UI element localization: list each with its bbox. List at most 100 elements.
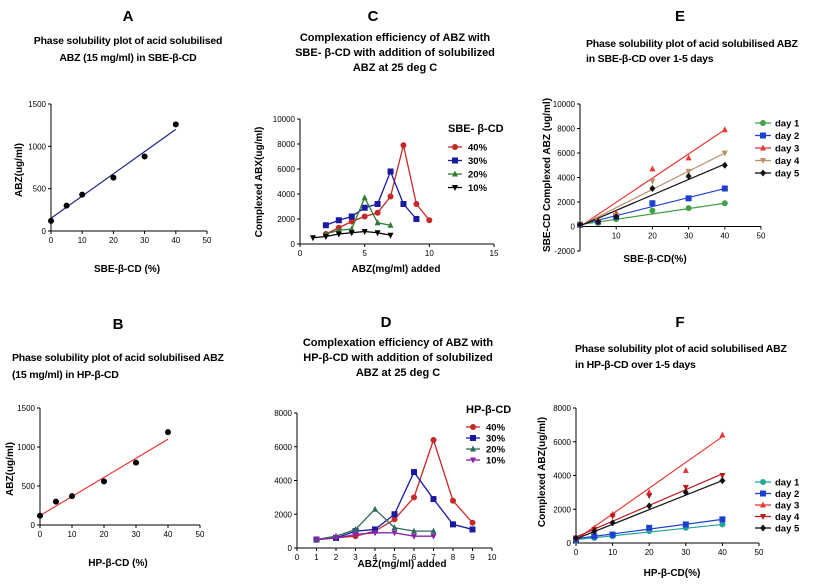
data-point [372,530,378,537]
plot-area: 0 500 1000 1500 0 10 20 30 40 50 [28,100,212,245]
fit-line [579,163,726,227]
y-tick-label: 1000 [28,142,46,151]
x-tick-label: 10 [608,548,617,557]
data-point [649,200,656,207]
y-tick-label: 1000 [17,443,35,452]
x-tick-label: 9 [470,553,475,562]
data-point [79,191,86,198]
data-point [721,126,728,133]
plot-area: 0 500 1000 1500 0 10 20 30 40 50 [17,404,205,539]
legend-marker [760,501,766,508]
x-tick-label: 20 [109,236,118,245]
legend-marker [760,144,766,151]
legend-label: day 3 [775,144,799,155]
x-tick-label: 0 [574,548,579,557]
data-point [48,217,54,224]
panel-letter-f: F [675,314,684,331]
x-tick-label: 10 [68,530,77,539]
legend-label: 10% [468,183,488,194]
data-point [719,477,726,485]
data-point [374,230,381,237]
data-point [53,498,59,505]
data-point [591,527,598,535]
x-tick-label: 7 [431,553,436,562]
panel-letter-e: E [675,8,685,25]
data-point [322,222,329,229]
y-tick-label: 4000 [277,190,295,199]
x-tick-label: 0 [298,249,303,258]
plot-area: 0 2000 4000 6000 8000 0 1 2 3 4 5 6 7 8 9 10 40%30%20%10… [274,409,505,562]
chart-title-line: HP-β-CD with addition of solubilized [303,352,492,364]
data-point [426,217,433,224]
data-point [719,431,726,438]
x-tick-label: 30 [681,548,690,557]
x-tick-label: 50 [755,548,764,557]
legend-label: 10% [486,456,506,467]
data-point [400,142,407,149]
data-point [333,535,339,542]
data-point [430,533,437,540]
x-tick-label: 50 [757,232,766,241]
x-tick-label: 8 [451,553,456,562]
data-point [682,488,689,496]
data-point [719,473,726,479]
data-point [387,221,394,228]
data-point [411,527,417,534]
x-axis-label: HP-β-CD (%) [88,558,147,569]
y-tick-label: -2000 [555,247,576,256]
data-point [685,195,692,202]
series-line [325,169,417,226]
legend-marker [470,457,476,464]
y-tick-label: 6000 [274,443,292,452]
data-point [649,178,656,185]
data-point [646,524,653,531]
y-tick-label: 6000 [557,149,575,158]
data-point [469,526,476,533]
data-point [372,505,378,512]
y-axis-label: ABZ(ug/ml) [14,143,25,197]
legend-label: 20% [468,170,488,181]
panel-letter-b: B [113,316,124,333]
data-point [348,213,355,220]
data-point [682,521,689,528]
data-point [413,201,420,207]
legend-marker [470,435,476,441]
legend-marker [760,132,766,139]
panel-e: E Phase solubility plot of acid solubili… [542,8,800,265]
x-tick-label: 0 [49,236,54,245]
legend-label: 40% [486,423,506,434]
data-point [719,516,726,523]
data-point [391,530,398,537]
data-point [682,484,689,491]
x-axis-label: ABZ(mg/ml) added [352,264,441,275]
x-axis-label: ABZ(mg/ml) added [358,559,447,570]
legend-marker [760,524,766,532]
legend-label: day 1 [775,119,800,130]
data-point [322,234,329,240]
legend-label: day 4 [775,512,800,523]
legend-label: 40% [468,143,488,154]
fit-line [579,202,725,226]
panel-letter-d: D [381,314,392,331]
legend-marker [760,490,766,497]
legend-label: day 2 [775,489,799,500]
x-tick-label: 40 [164,530,173,539]
data-point [685,205,692,212]
data-point [374,219,381,226]
chart-title-line: Phase solubility plot of acid solubilise… [34,35,222,47]
legend-marker [452,170,458,177]
panel-a: A Phase solubility plot of acid solubili… [14,8,222,275]
fit-line [575,436,723,541]
data-point [591,533,598,540]
legend-marker [760,514,766,520]
legend-marker [470,445,476,452]
data-point [595,218,602,226]
x-tick-label: 50 [196,530,205,539]
series-line [325,196,391,235]
chart-title-line: Phase solubility plot of acid solubilise… [586,38,799,50]
y-tick-label: 0 [31,521,36,530]
legend-marker [452,185,458,191]
x-tick-label: 10 [488,553,497,562]
